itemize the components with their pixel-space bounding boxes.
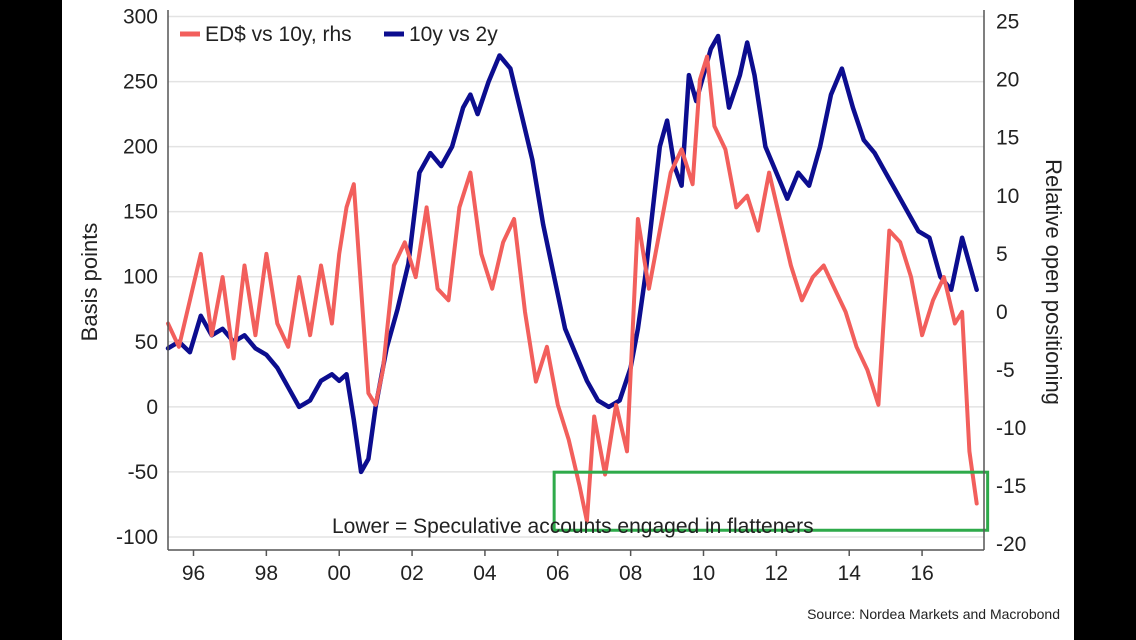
- left-axis-ticks: 300 250 200 150 100 50 0 -50 -100: [116, 6, 158, 549]
- annotation-layer: [552, 470, 990, 532]
- chart-canvas: 300 250 200 150 100 50 0 -50 -100 25 20 15 10 5 0 -5 -1…: [62, 0, 1074, 640]
- legend-label-10y2y: 10y vs 2y: [409, 23, 498, 46]
- x-tick-label: 14: [838, 562, 862, 585]
- left-axis-title: Basis points: [77, 223, 102, 342]
- y-right-tick-label: -5: [996, 359, 1015, 382]
- x-tick-label: 16: [910, 562, 933, 585]
- y-right-tick-label: 10: [996, 185, 1019, 208]
- y-right-tick-label: -10: [996, 417, 1026, 440]
- x-tick-label: 98: [255, 562, 278, 585]
- series-layer: [165, 33, 979, 523]
- x-tick-label: 06: [546, 562, 569, 585]
- annotation-box: [552, 470, 990, 532]
- y-left-tick-label: 300: [123, 6, 158, 29]
- x-tick-label: 08: [619, 562, 642, 585]
- y-right-tick-label: -15: [996, 475, 1026, 498]
- y-right-tick-label: 0: [996, 301, 1008, 324]
- y-left-tick-label: 250: [123, 71, 158, 94]
- legend-label-ed: ED$ vs 10y, rhs: [205, 23, 352, 46]
- y-left-tick-label: -50: [128, 461, 158, 484]
- y-right-tick-label: 20: [996, 69, 1019, 92]
- y-left-tick-label: 200: [123, 136, 158, 159]
- x-tick-label: 04: [473, 562, 497, 585]
- x-axis-ticks: 96 98 00 02 04 06 08 10 12 14 16: [182, 550, 934, 585]
- source-note: Source: Nordea Markets and Macrobond: [807, 606, 1060, 622]
- y-left-tick-label: 150: [123, 201, 158, 224]
- x-tick-label: 12: [765, 562, 788, 585]
- x-tick-label: 00: [328, 562, 351, 585]
- y-left-tick-label: 100: [123, 266, 158, 289]
- x-tick-label: 02: [400, 562, 423, 585]
- y-left-tick-label: -100: [116, 526, 158, 549]
- x-tick-label: 10: [692, 562, 715, 585]
- annotation-text: Lower = Speculative accounts engaged in …: [332, 515, 814, 538]
- y-right-tick-label: 25: [996, 11, 1019, 34]
- y-left-tick-label: 50: [135, 331, 158, 354]
- series-ed-vs-10y-line: [166, 54, 979, 523]
- y-right-tick-label: 5: [996, 243, 1008, 266]
- y-left-tick-label: 0: [146, 396, 158, 419]
- x-tick-label: 96: [182, 562, 205, 585]
- right-axis-title: Relative open positioning: [1041, 159, 1066, 405]
- y-right-tick-label: 15: [996, 127, 1019, 150]
- legend: ED$ vs 10y, rhs 10y vs 2y: [180, 23, 498, 46]
- y-right-tick-label: -20: [996, 533, 1026, 556]
- right-axis-ticks: 25 20 15 10 5 0 -5 -10 -15 -20: [996, 11, 1026, 557]
- axes: [167, 10, 985, 551]
- gridlines: [168, 15, 984, 538]
- series-10y-vs-2y-line: [165, 33, 979, 475]
